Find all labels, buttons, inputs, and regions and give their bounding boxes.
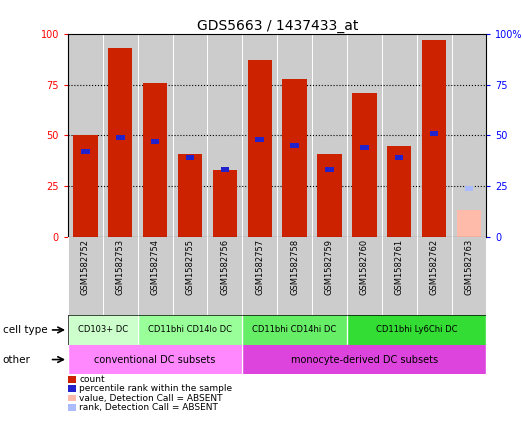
Bar — [347, 34, 382, 237]
Bar — [465, 186, 473, 191]
Text: GSM1582763: GSM1582763 — [464, 239, 473, 296]
Bar — [81, 149, 90, 154]
Text: count: count — [79, 375, 105, 384]
Bar — [68, 34, 103, 237]
Bar — [138, 315, 242, 345]
Bar — [173, 34, 208, 237]
Bar — [360, 145, 369, 150]
Bar — [422, 40, 446, 237]
Text: other: other — [3, 354, 30, 365]
Text: GSM1582760: GSM1582760 — [360, 239, 369, 295]
Bar — [242, 34, 277, 237]
Bar — [242, 345, 486, 374]
Bar — [312, 237, 347, 315]
Bar — [430, 131, 438, 136]
Text: CD103+ DC: CD103+ DC — [78, 325, 128, 335]
Bar — [68, 237, 103, 315]
Text: percentile rank within the sample: percentile rank within the sample — [79, 384, 233, 393]
Text: cell type: cell type — [3, 325, 47, 335]
Bar — [68, 345, 242, 374]
Bar — [173, 237, 208, 315]
Text: GSM1582759: GSM1582759 — [325, 239, 334, 295]
Bar — [138, 34, 173, 237]
Text: GSM1582754: GSM1582754 — [151, 239, 160, 295]
Bar — [208, 34, 242, 237]
Bar — [312, 34, 347, 237]
Bar — [143, 82, 167, 237]
Bar — [138, 237, 173, 315]
Bar — [290, 143, 299, 148]
Text: GSM1582757: GSM1582757 — [255, 239, 264, 295]
Bar — [387, 146, 412, 237]
Bar — [103, 237, 138, 315]
Bar — [247, 60, 272, 237]
Bar — [451, 34, 486, 237]
Bar — [255, 137, 264, 142]
Bar — [417, 34, 451, 237]
Text: GSM1582758: GSM1582758 — [290, 239, 299, 295]
Bar — [242, 315, 347, 345]
Bar — [116, 135, 124, 140]
Bar — [221, 168, 229, 173]
Text: CD11bhi Ly6Chi DC: CD11bhi Ly6Chi DC — [376, 325, 458, 335]
Bar — [108, 48, 132, 237]
Text: value, Detection Call = ABSENT: value, Detection Call = ABSENT — [79, 393, 223, 403]
Bar — [103, 34, 138, 237]
Bar — [68, 315, 138, 345]
Text: monocyte-derived DC subsets: monocyte-derived DC subsets — [291, 354, 438, 365]
Bar — [186, 155, 195, 160]
Bar — [457, 211, 481, 237]
Bar — [347, 315, 486, 345]
Text: conventional DC subsets: conventional DC subsets — [95, 354, 216, 365]
Bar — [352, 93, 377, 237]
Bar — [382, 237, 417, 315]
Bar — [213, 170, 237, 237]
Bar — [151, 139, 160, 144]
Bar — [208, 237, 242, 315]
Bar — [242, 237, 277, 315]
Bar — [451, 237, 486, 315]
Title: GDS5663 / 1437433_at: GDS5663 / 1437433_at — [197, 19, 358, 33]
Text: CD11bhi CD14lo DC: CD11bhi CD14lo DC — [148, 325, 232, 335]
Text: GSM1582756: GSM1582756 — [220, 239, 230, 295]
Bar — [178, 154, 202, 237]
Bar — [417, 237, 451, 315]
Text: GSM1582755: GSM1582755 — [186, 239, 195, 295]
Text: GSM1582762: GSM1582762 — [429, 239, 439, 295]
Bar — [382, 34, 417, 237]
Text: GSM1582752: GSM1582752 — [81, 239, 90, 295]
Bar — [73, 135, 98, 237]
Bar — [277, 237, 312, 315]
Bar — [395, 155, 404, 160]
Text: GSM1582761: GSM1582761 — [395, 239, 404, 295]
Bar — [277, 34, 312, 237]
Text: GSM1582753: GSM1582753 — [116, 239, 125, 295]
Bar — [282, 79, 307, 237]
Bar — [347, 237, 382, 315]
Bar — [317, 154, 342, 237]
Bar — [325, 168, 334, 173]
Text: rank, Detection Call = ABSENT: rank, Detection Call = ABSENT — [79, 403, 219, 412]
Text: CD11bhi CD14hi DC: CD11bhi CD14hi DC — [253, 325, 337, 335]
